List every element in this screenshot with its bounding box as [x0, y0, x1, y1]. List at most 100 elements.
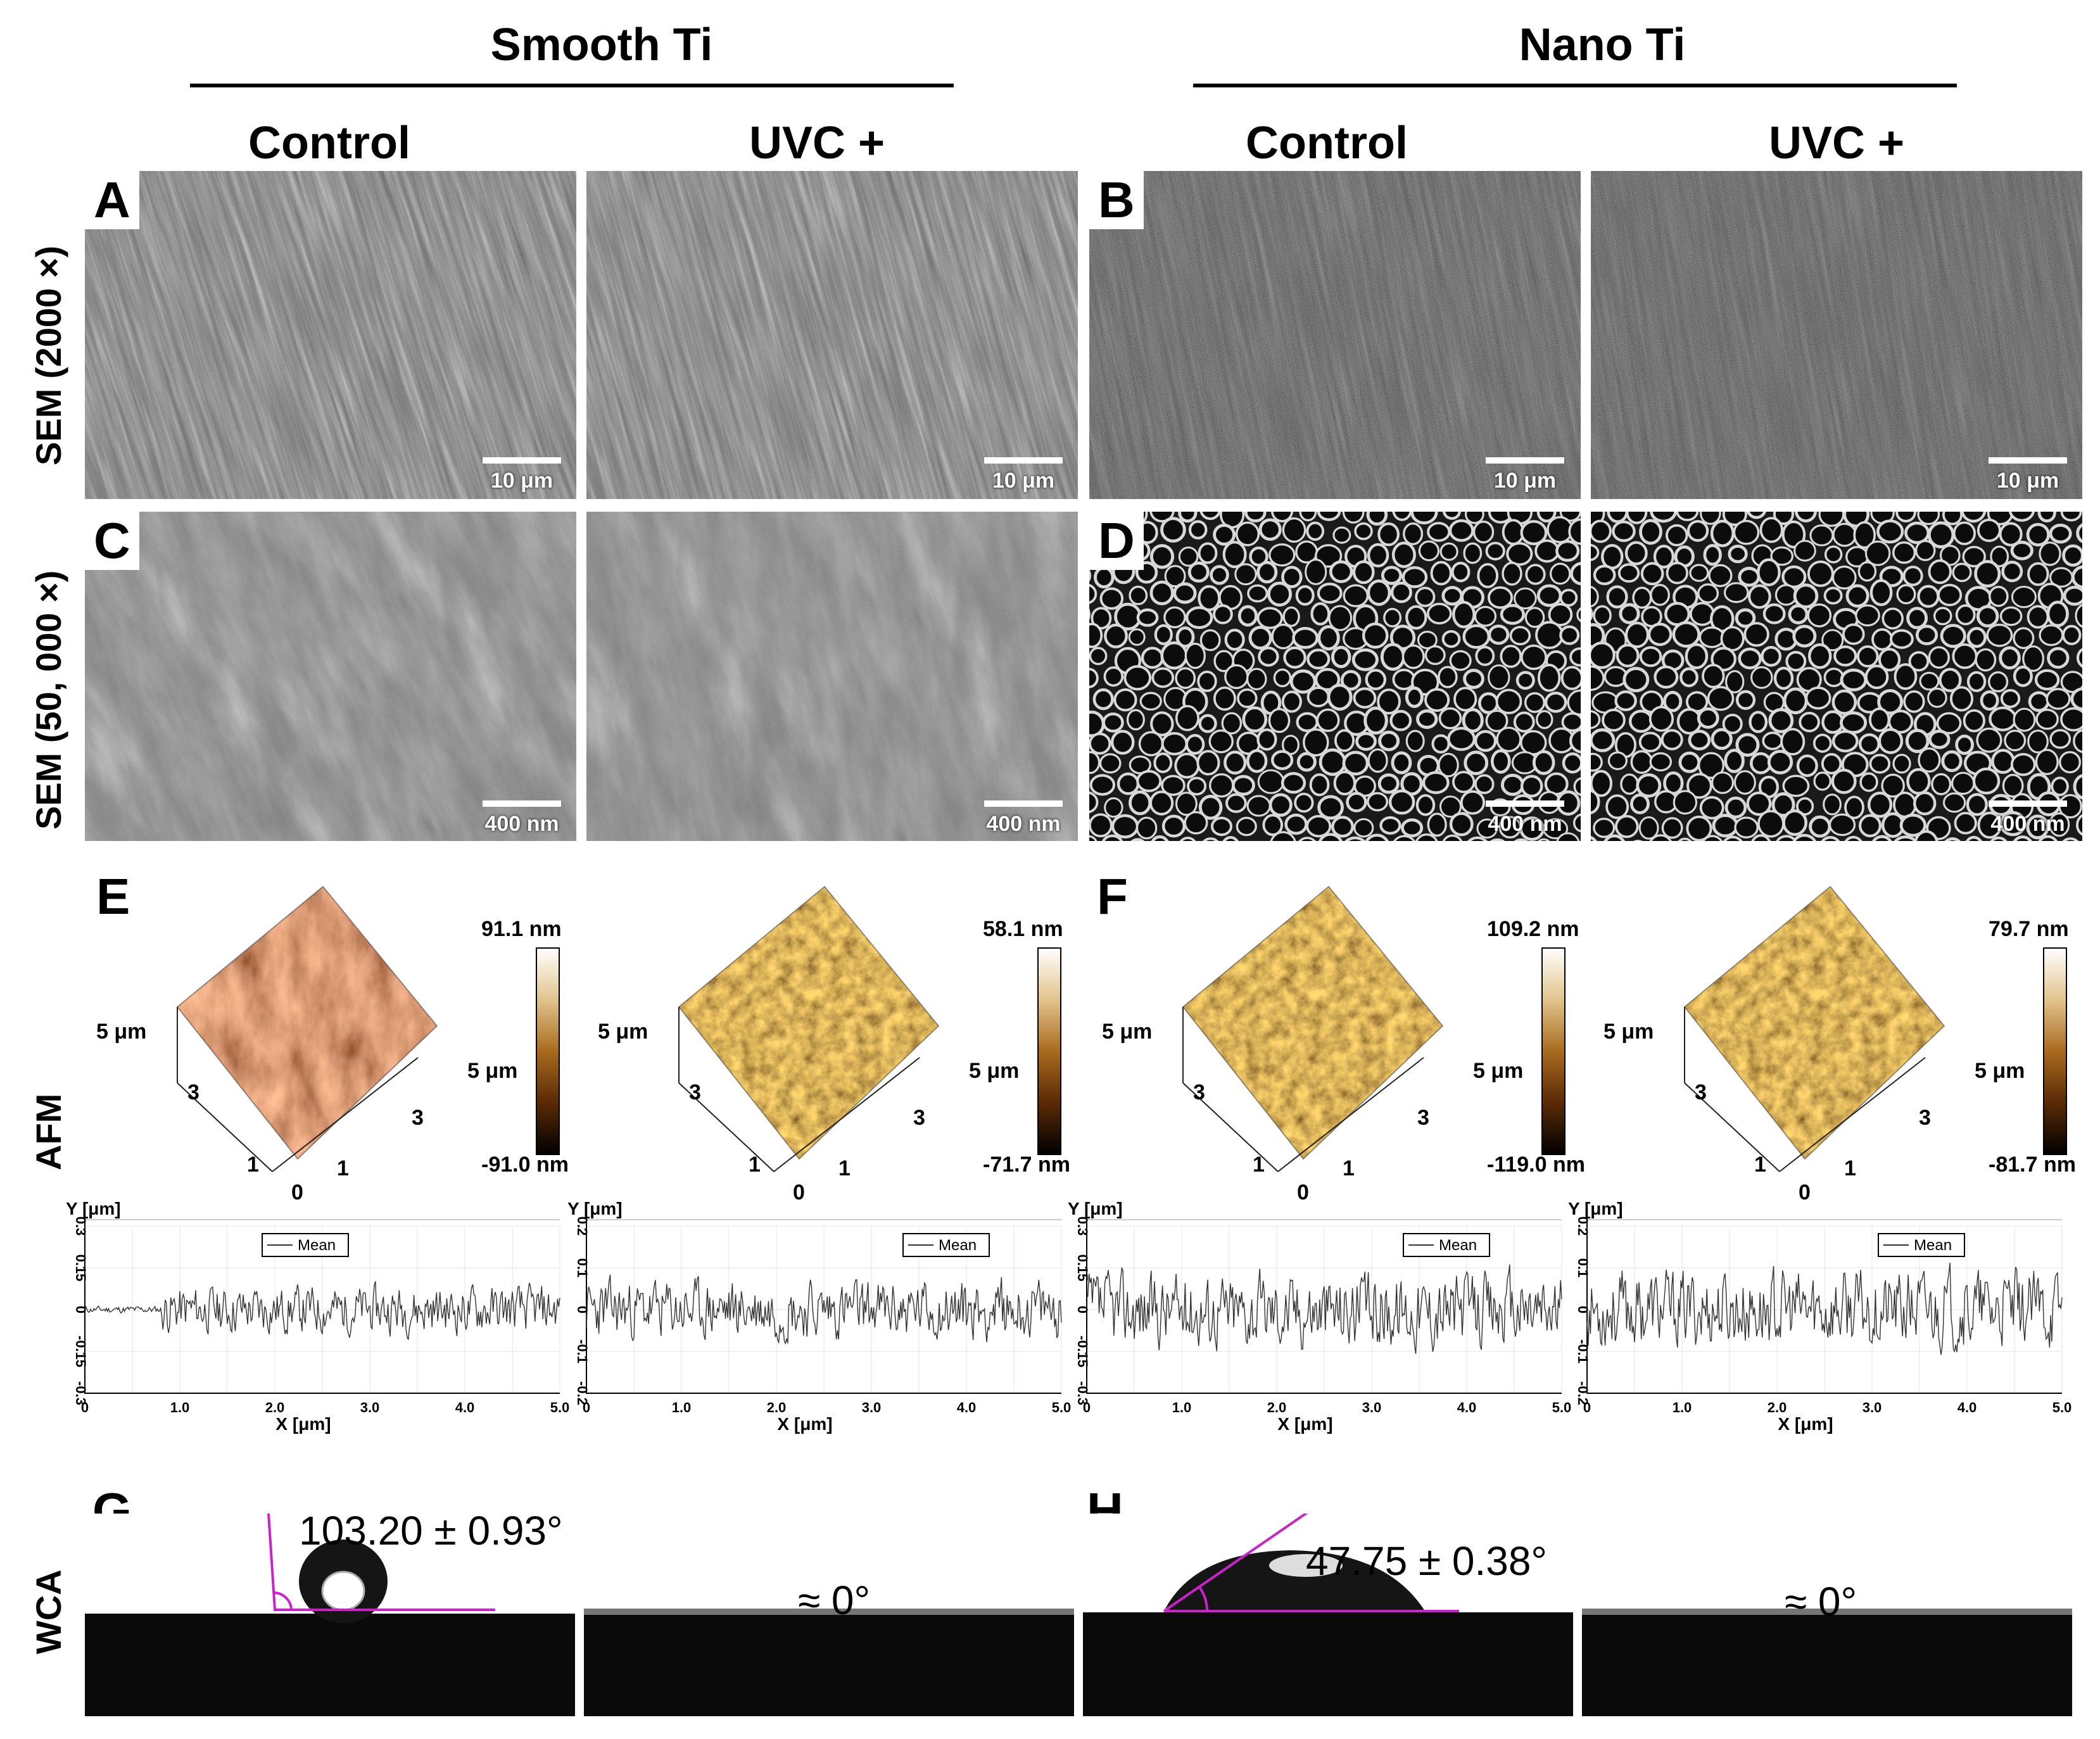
- x-tick-label: 3.0: [360, 1400, 380, 1415]
- row-label-sem-low: SEM (2000 ×): [28, 245, 68, 465]
- legend-label: Mean: [298, 1237, 336, 1254]
- scale-label: 400 nm: [986, 812, 1061, 836]
- sem-high-nano-control: 400 nm: [1089, 512, 1581, 841]
- x-tick-label: 0: [583, 1400, 590, 1415]
- afm-tick-1a: 1: [1253, 1153, 1265, 1177]
- afm-panel: 91.1 nm -91.0 nm 5 μm 5 μm 3 3 1 1 0: [82, 874, 570, 1205]
- nanotube-array: [1089, 512, 1581, 841]
- y-tick-label: 0: [1075, 1306, 1091, 1313]
- sem-low-nano-uvc: 10 μm: [1591, 171, 2082, 499]
- contact-angle-tangent: [267, 1514, 276, 1610]
- y-tick-label: 0.15: [1075, 1255, 1091, 1282]
- afm-tick-3a: 3: [187, 1080, 199, 1104]
- afm-tick-3b: 3: [1919, 1106, 1931, 1130]
- contact-angle-tangent: [1163, 1514, 1308, 1612]
- wca-angle-smooth-control: 103.20 ± 0.93°: [299, 1508, 563, 1553]
- afm-max-label: 79.7 nm: [1989, 917, 2069, 941]
- axis-lines: [84, 1220, 560, 1394]
- y-tick-label: 0.3: [1075, 1217, 1091, 1236]
- afm-axis-label-right: 5 μm: [969, 1059, 1020, 1083]
- x-tick-label: 4.0: [455, 1400, 475, 1415]
- x-tick-label: 4.0: [957, 1400, 977, 1415]
- afm-tick-1b: 1: [838, 1156, 851, 1180]
- afm-min-label: -119.0 nm: [1487, 1153, 1585, 1177]
- row-label-sem-high: SEM (50, 000 ×): [28, 570, 68, 830]
- x-tick-label: 4.0: [1958, 1400, 1977, 1415]
- afm-color-bar: [2043, 947, 2067, 1155]
- x-tick-label: 1.0: [170, 1400, 190, 1415]
- sem-low-smooth-uvc: 10 μm: [586, 171, 1078, 499]
- profile-chart: 0 1.0 2.0 3.0 4.0 5.0 0.2 0.1 0 -0.1 -0.2 Y [μm] X […: [567, 1199, 1072, 1434]
- afm-surface: [1683, 885, 1945, 1172]
- x-tick-label: 4.0: [1457, 1400, 1477, 1415]
- y-tick-label: -0.3: [1075, 1381, 1091, 1405]
- y-tick-label: 0: [574, 1306, 590, 1313]
- x-axis-label: X [μm]: [1778, 1414, 1833, 1434]
- y-tick-label: 0.1: [1575, 1258, 1591, 1278]
- row-label-wca: WCA: [28, 1569, 68, 1654]
- afm-tick-0: 0: [1297, 1180, 1309, 1205]
- afm-tick-3a: 3: [689, 1080, 701, 1104]
- nanotube-array: [1591, 512, 2082, 841]
- sem-low-smooth-control: 10 μm: [85, 171, 576, 499]
- sem-low-nano-control: 10 μm: [1089, 171, 1581, 499]
- profile-series-mean: [84, 1281, 560, 1340]
- y-tick-label: 0.3: [73, 1217, 89, 1236]
- profile-series-mean: [586, 1274, 1062, 1345]
- afm-axis-label-right: 5 μm: [467, 1059, 518, 1083]
- afm-color-bar: [1541, 947, 1566, 1155]
- x-tick-label: 3.0: [1362, 1400, 1382, 1415]
- afm-tick-3a: 3: [1193, 1080, 1205, 1104]
- wca-nano-control: [1083, 1514, 1573, 1716]
- scale-bar: [1989, 800, 2067, 807]
- y-tick-label: 0.15: [73, 1255, 89, 1282]
- y-tick-label: -0.3: [73, 1381, 89, 1405]
- afm-axis-label-left: 5 μm: [1603, 1020, 1654, 1044]
- scale-bar: [1486, 800, 1564, 807]
- x-tick-label: 3.0: [1863, 1400, 1882, 1415]
- sem-high-smooth-uvc: 400 nm: [586, 512, 1078, 841]
- x-axis-label: X [μm]: [1277, 1414, 1332, 1434]
- profile-series-mean: [1586, 1263, 2063, 1355]
- profile-chart: 0 1.0 2.0 3.0 4.0 5.0 0.3 0.15 0 -0.15 -0.3 Y [μm] X…: [66, 1199, 569, 1434]
- afm-tick-3a: 3: [1695, 1080, 1707, 1104]
- wca-smooth-uvc: [584, 1514, 1074, 1716]
- x-tick-label: 0: [81, 1400, 89, 1415]
- afm-tick-1a: 1: [1754, 1153, 1766, 1177]
- y-tick-label: -0.2: [574, 1381, 590, 1405]
- profile-series-mean: [1086, 1264, 1562, 1354]
- scale-label: 400 nm: [1488, 812, 1562, 836]
- row-label-afm: AFM: [28, 1093, 68, 1170]
- afm-min-label: -71.7 nm: [983, 1153, 1070, 1177]
- afm-surface: [176, 885, 438, 1172]
- scale-bar: [984, 800, 1063, 807]
- afm-axis-label-right: 5 μm: [1975, 1059, 2025, 1083]
- group-title-nano: Nano Ti: [1519, 20, 1686, 70]
- y-tick-label: -0.2: [1575, 1381, 1591, 1405]
- x-tick-label: 2.0: [767, 1400, 787, 1415]
- x-axis-label: X [μm]: [275, 1414, 331, 1434]
- afm-tick-0: 0: [1799, 1180, 1811, 1205]
- scale-bar: [1486, 457, 1564, 464]
- x-tick-label: 2.0: [1768, 1400, 1787, 1415]
- scale-label: 400 nm: [484, 812, 559, 836]
- scale-bar: [1989, 457, 2067, 464]
- y-tick-label: 0: [1575, 1306, 1591, 1313]
- y-tick-label: -0.15: [1075, 1336, 1091, 1367]
- x-tick-label: 1.0: [672, 1400, 692, 1415]
- scale-label: 10 μm: [1996, 469, 2059, 493]
- profile-chart: 0 1.0 2.0 3.0 4.0 5.0 0.3 0.15 0 -0.15 -0.3 Y [μm] X…: [1068, 1199, 1571, 1434]
- x-tick-label: 5.0: [1052, 1400, 1072, 1415]
- afm-max-label: 109.2 nm: [1487, 917, 1579, 941]
- axis-lines: [1586, 1220, 2062, 1394]
- wca-angle-nano-control: 47.75 ± 0.38°: [1306, 1538, 1547, 1584]
- wca-angle-nano-uvc: ≈ 0°: [1785, 1579, 1857, 1624]
- afm-tick-3b: 3: [913, 1106, 925, 1130]
- x-tick-label: 0: [1583, 1400, 1591, 1415]
- group-rule-nano: [1193, 84, 1957, 87]
- axis-lines: [1086, 1220, 1562, 1394]
- legend-label: Mean: [939, 1237, 977, 1254]
- afm-axis-label-left: 5 μm: [1102, 1020, 1153, 1044]
- x-tick-label: 2.0: [265, 1400, 285, 1415]
- y-tick-label: 0.1: [574, 1258, 590, 1278]
